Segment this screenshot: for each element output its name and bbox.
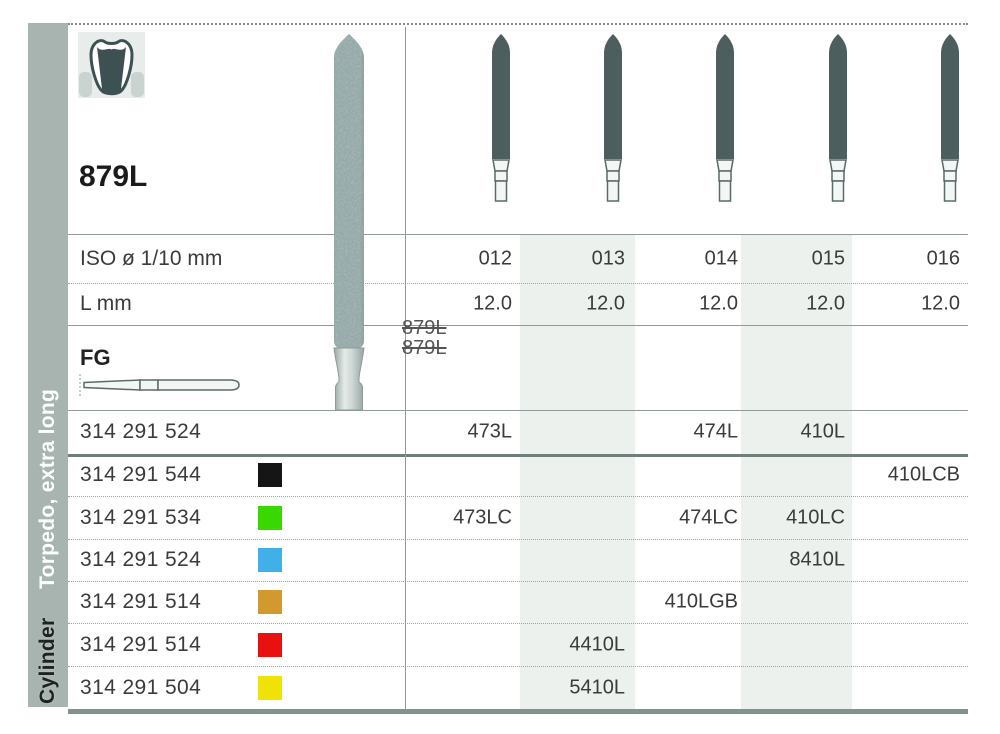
bur-ref: 410LGB	[664, 590, 738, 613]
row-divider	[68, 454, 968, 457]
order-code: 314 291 524	[80, 420, 202, 443]
product-row: 314 291 524 473L 474L 410L	[68, 410, 968, 454]
row-divider	[68, 623, 968, 624]
ring-color-swatch	[258, 590, 282, 614]
product-row: 314 291 504 5410L	[68, 666, 968, 709]
bur-ref: 473LC	[453, 506, 512, 528]
tooth-icon	[78, 32, 145, 103]
length-label: L mm	[80, 292, 132, 315]
column-highlight-band	[741, 234, 852, 709]
order-code: 314 291 524	[80, 548, 202, 571]
bur-ref: 5410L	[569, 676, 625, 698]
bur-ref: 410L	[800, 420, 846, 443]
table-bottom-rule	[68, 709, 968, 714]
ring-color-swatch	[258, 632, 282, 657]
iso-value: 013	[591, 247, 625, 269]
length-value: 12.0	[473, 292, 512, 315]
row-divider	[68, 539, 968, 540]
shape-label: Cylinder	[36, 617, 59, 704]
figure-code: 879L	[79, 160, 148, 193]
shank-label: FG	[80, 345, 111, 370]
shank-row: FG	[68, 325, 968, 410]
bur-ref: 474L	[693, 420, 739, 443]
product-row: 314 291 534 473LC 474LC 410LC	[68, 496, 968, 539]
column-divider	[405, 27, 406, 709]
row-divider	[68, 234, 968, 235]
iso-value: 012	[478, 247, 512, 269]
diamond-bur-photo	[324, 30, 372, 415]
order-code: 314 291 504	[80, 675, 202, 699]
bur-ref: 4410L	[569, 633, 625, 655]
product-row: 314 291 514 4410L	[68, 623, 968, 666]
iso-label: ISO ø 1/10 mm	[80, 246, 223, 270]
column-highlight-band	[520, 234, 635, 709]
iso-value: 014	[704, 247, 738, 269]
ring-color-swatch	[258, 505, 282, 530]
product-row: 314 291 524 8410L	[68, 539, 968, 581]
order-code: 314 291 514	[80, 632, 202, 656]
bur-silhouette-icon	[823, 32, 853, 207]
bur-silhouette-icon	[935, 32, 965, 207]
ring-color-swatch	[258, 548, 282, 572]
row-divider	[68, 283, 968, 284]
ring-color-swatch	[258, 675, 282, 700]
length-value: 12.0	[921, 292, 960, 315]
order-code: 314 291 534	[80, 505, 202, 529]
bur-silhouette-icon	[710, 32, 740, 207]
fg-shank-profile-icon	[78, 373, 252, 402]
length-row: L mm 12.0 12.0 12.0 12.0 12.0	[68, 283, 968, 325]
series-label: Torpedo, extra long	[36, 388, 59, 589]
row-divider	[68, 666, 968, 667]
iso-diameter-row: ISO ø 1/10 mm 012 013 014 015 016	[68, 234, 968, 283]
bur-ref: 8410L	[789, 548, 845, 571]
length-value: 12.0	[699, 292, 738, 315]
ring-color-swatch	[258, 420, 282, 444]
product-row: 314 291 514 410LGB	[68, 581, 968, 623]
order-code: 314 291 514	[80, 590, 202, 613]
spec-table: 879L	[68, 23, 968, 714]
bur-ref: 410LC	[786, 506, 845, 528]
bur-ref: 473L	[467, 420, 513, 443]
sidebar: Torpedo, extra long Cylinder	[28, 23, 68, 707]
row-divider	[68, 581, 968, 582]
superseded-code-watermark: 879L 879L	[402, 317, 447, 359]
iso-value: 016	[926, 247, 960, 269]
ring-color-swatch	[258, 463, 282, 487]
order-code: 314 291 544	[80, 463, 202, 486]
bur-silhouette-icon	[486, 32, 516, 207]
length-value: 12.0	[806, 292, 845, 315]
product-row: 314 291 544 410LCB	[68, 454, 968, 496]
row-divider	[68, 325, 968, 326]
iso-value: 015	[811, 247, 845, 269]
row-divider	[68, 410, 968, 411]
bur-ref: 474LC	[679, 506, 738, 528]
bur-silhouette-icon	[598, 32, 628, 207]
length-value: 12.0	[586, 292, 625, 315]
bur-ref: 410LCB	[887, 463, 960, 486]
row-divider	[68, 496, 968, 497]
